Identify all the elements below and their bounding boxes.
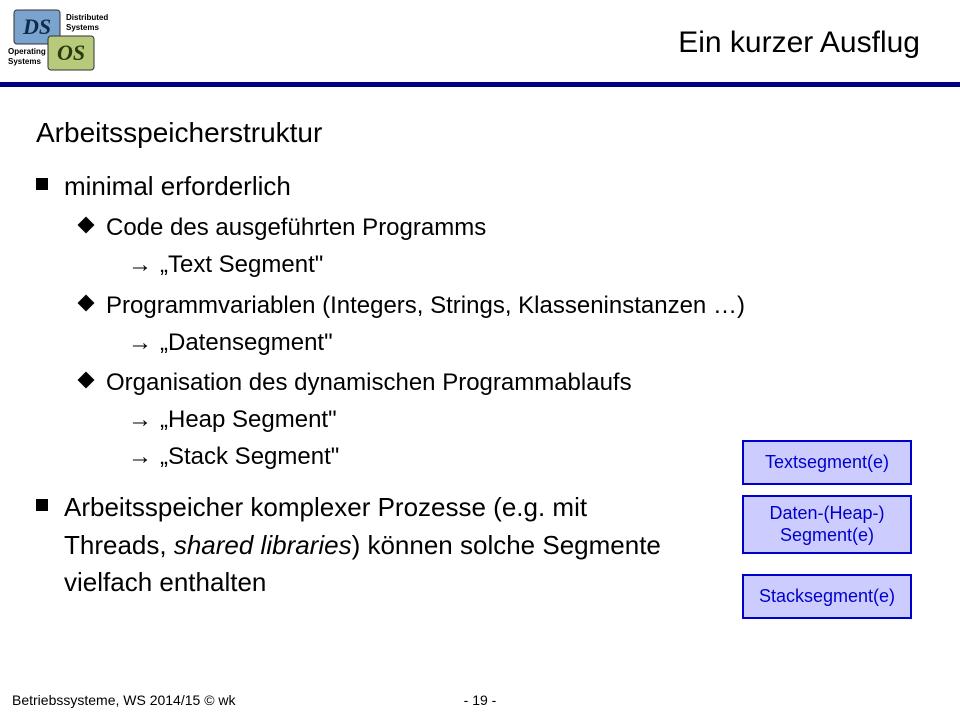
sub-vars: Programmvariablen (Integers, Strings, Kl… [80, 289, 924, 324]
sub-code: Code des ausgeführten Programms [80, 211, 924, 246]
footer: Betriebssysteme, WS 2014/15 © wk - 19 - [12, 692, 948, 708]
title-rule [0, 82, 960, 87]
shared-libraries-italic: shared libraries [174, 530, 352, 560]
bullet-text-complex: Arbeitsspeicher komplexer Prozesse (e.g.… [64, 489, 666, 602]
datasegment-line1: Daten-(Heap-) [748, 503, 906, 525]
sub-text: Organisation des dynamischen Programmabl… [106, 366, 632, 401]
bullet-complex: Arbeitsspeicher komplexer Prozesse (e.g.… [36, 489, 666, 602]
datasegment-line2: Segment(e) [748, 525, 906, 547]
arrow-icon: → [128, 329, 152, 356]
svg-text:OS: OS [57, 40, 85, 65]
diamond-bullet-icon [78, 294, 95, 311]
sub-text: Code des ausgeführten Programms [106, 211, 486, 246]
line-b: Threads, [64, 530, 174, 560]
footer-page-number: - 19 - [464, 692, 497, 708]
logo: DS Distributed Systems OS Operating Syst… [8, 8, 148, 76]
sub-text: Programmvariablen (Integers, Strings, Kl… [106, 289, 745, 324]
arrow-textseg: → „Text Segment" [128, 248, 924, 283]
arrow-icon: → [128, 251, 152, 278]
sub-org: Organisation des dynamischen Programmabl… [80, 366, 924, 401]
svg-text:Systems: Systems [8, 57, 41, 66]
arrow-icon: → [128, 443, 152, 470]
seg-text: „Datensegment" [160, 329, 333, 356]
arrow-icon: → [128, 406, 152, 433]
footer-left: Betriebssysteme, WS 2014/15 © wk [12, 692, 236, 708]
heading-line: Arbeitsspeicherstruktur [36, 113, 924, 154]
arrow-heapseg: → „Heap Segment" [128, 403, 924, 438]
line-a: Arbeitsspeicher komplexer Prozesse (e.g.… [64, 492, 587, 522]
svg-text:Systems: Systems [66, 23, 99, 32]
svg-text:DS: DS [22, 14, 51, 39]
bullet-minimal: minimal erforderlich [36, 168, 924, 206]
segment-diagram: Textsegment(e) Daten-(Heap-) Segment(e) … [742, 440, 912, 629]
square-bullet-icon [36, 178, 48, 190]
diamond-bullet-icon [78, 372, 95, 389]
svg-text:Distributed: Distributed [66, 13, 108, 22]
textsegment-box: Textsegment(e) [742, 440, 912, 485]
slide-title: Ein kurzer Ausflug [678, 26, 920, 60]
svg-text:Operating: Operating [8, 47, 46, 56]
seg-text: „Text Segment" [160, 251, 323, 278]
square-bullet-icon [36, 499, 48, 511]
arrow-dataseg: → „Datensegment" [128, 326, 924, 361]
diamond-bullet-icon [78, 217, 95, 234]
datasegment-box: Daten-(Heap-) Segment(e) [742, 495, 912, 554]
stacksegment-box: Stacksegment(e) [742, 574, 912, 619]
bullet-text: minimal erforderlich [64, 168, 291, 206]
seg-text: „Stack Segment" [160, 443, 339, 470]
seg-text: „Heap Segment" [160, 406, 337, 433]
